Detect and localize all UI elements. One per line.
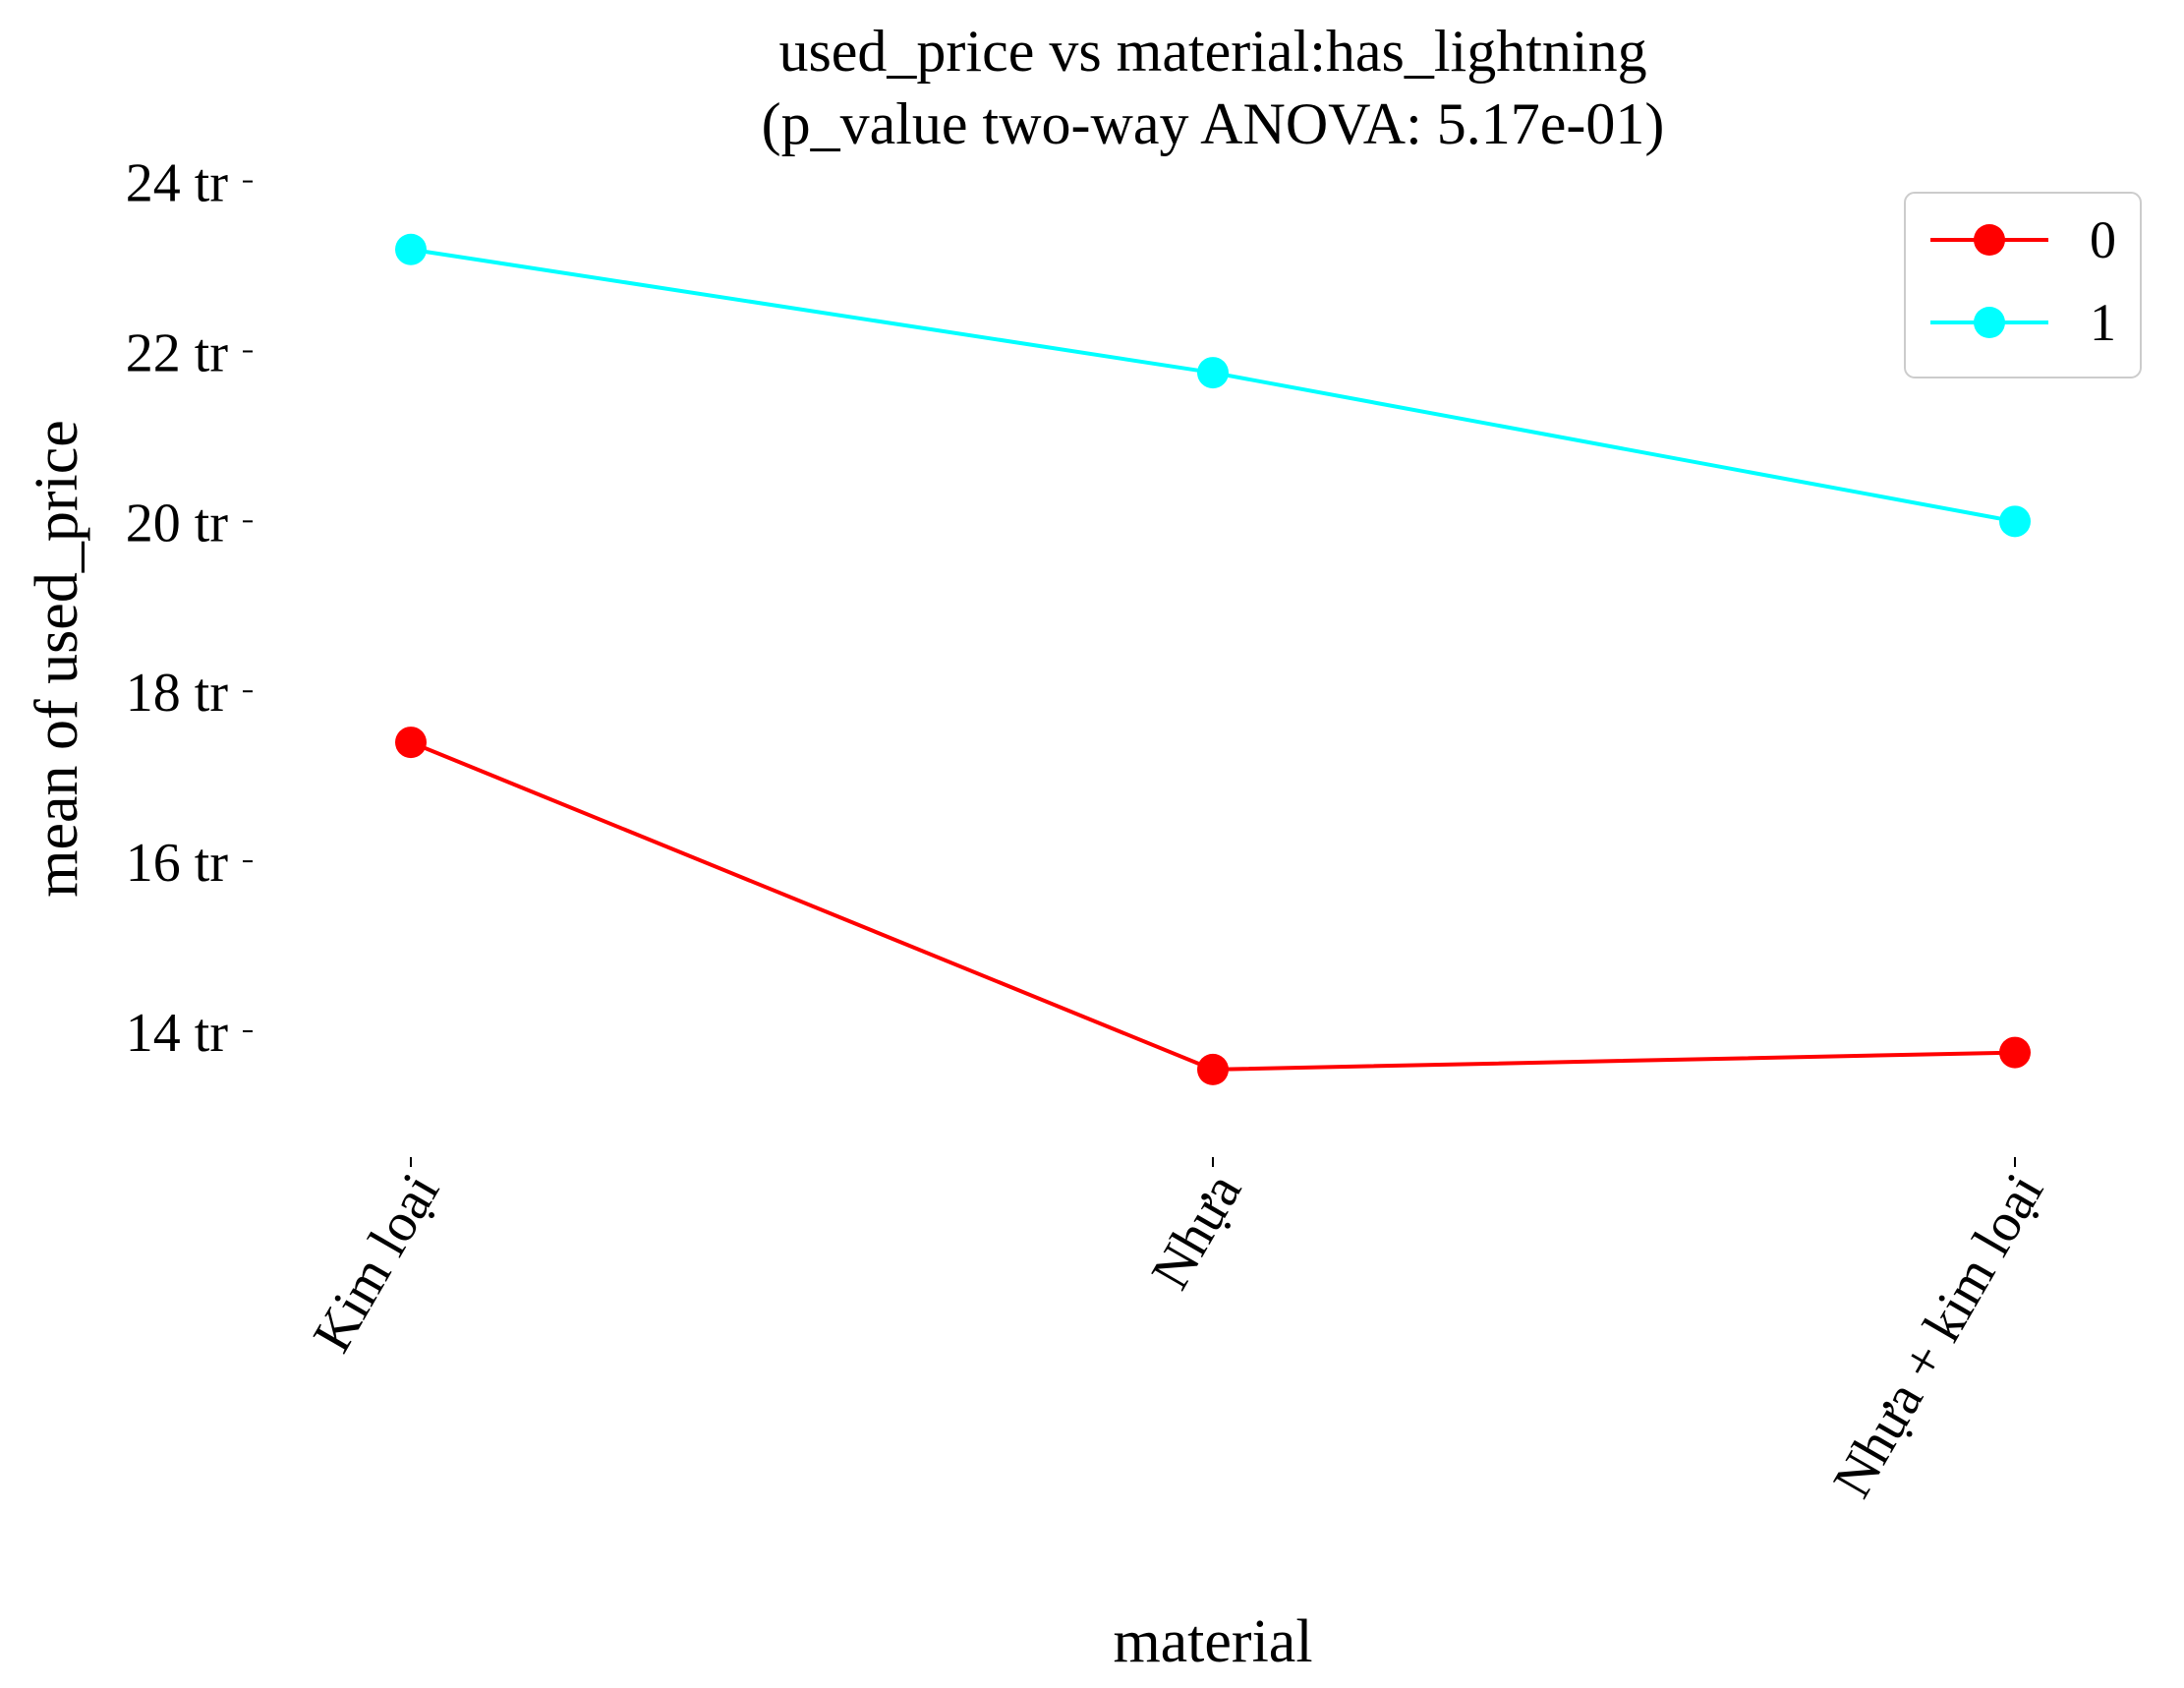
data-point-1 [1197,357,1229,389]
series-line-0 [410,740,2016,1072]
series-group [395,233,2031,1085]
x-axis-label: material [1113,1608,1312,1675]
y-tick-label: 20 tr [126,493,229,553]
y-tick-label: 18 tr [126,663,229,724]
legend-label-0: 0 [2090,210,2116,269]
legend-label-1: 1 [2090,293,2116,352]
y-tick-label: 14 tr [126,1003,229,1064]
x-axis: Kim loại Nhựa Nhựa + kim loại [302,1157,2055,1507]
legend: 01 [1904,192,2142,378]
x-tick-label: Nhựa + kim loại [1821,1164,2055,1508]
data-point-1 [395,233,427,265]
y-axis: 14 tr 16 tr 18 tr 20 tr 22 tr 24 tr [126,153,253,1064]
legend-marker-0 [1974,224,2005,256]
data-point-0 [1999,1036,2031,1069]
y-axis-label: mean of used_price [24,420,90,897]
legend-marker-1 [1974,307,2005,338]
data-point-0 [395,727,427,759]
chart-subtitle: (p_value two-way ANOVA: 5.17e-01) [762,91,1665,156]
data-point-0 [1197,1053,1229,1085]
data-point-1 [1999,505,2031,538]
y-tick-label: 22 tr [126,322,229,383]
y-tick-label: 24 tr [126,153,229,214]
x-tick-label: Nhựa [1140,1163,1254,1299]
x-tick-label: Kim loại [302,1164,451,1363]
chart-title: used_price vs material:has_lightning [778,19,1646,84]
y-tick-label: 16 tr [126,833,229,894]
